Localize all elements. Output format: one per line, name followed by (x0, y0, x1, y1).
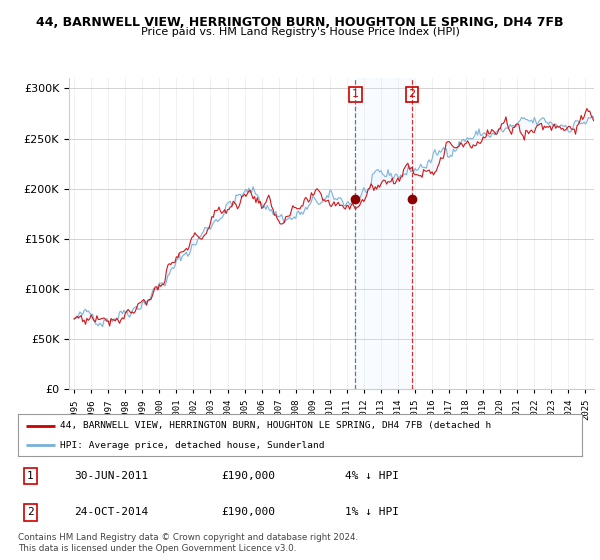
Text: 1% ↓ HPI: 1% ↓ HPI (345, 507, 399, 517)
Text: This data is licensed under the Open Government Licence v3.0.: This data is licensed under the Open Gov… (18, 544, 296, 553)
Text: 24-OCT-2014: 24-OCT-2014 (74, 507, 149, 517)
Text: 30-JUN-2011: 30-JUN-2011 (74, 471, 149, 481)
Text: 1: 1 (352, 89, 359, 99)
Text: Price paid vs. HM Land Registry's House Price Index (HPI): Price paid vs. HM Land Registry's House … (140, 27, 460, 37)
Text: 2: 2 (409, 89, 416, 99)
Text: 2: 2 (27, 507, 34, 517)
Text: 1: 1 (27, 471, 34, 481)
Text: 44, BARNWELL VIEW, HERRINGTON BURN, HOUGHTON LE SPRING, DH4 7FB: 44, BARNWELL VIEW, HERRINGTON BURN, HOUG… (36, 16, 564, 29)
Text: 4% ↓ HPI: 4% ↓ HPI (345, 471, 399, 481)
Text: Contains HM Land Registry data © Crown copyright and database right 2024.: Contains HM Land Registry data © Crown c… (18, 533, 358, 542)
Text: £190,000: £190,000 (221, 507, 275, 517)
Text: £190,000: £190,000 (221, 471, 275, 481)
Bar (355, 78, 412, 389)
Text: 44, BARNWELL VIEW, HERRINGTON BURN, HOUGHTON LE SPRING, DH4 7FB (detached h: 44, BARNWELL VIEW, HERRINGTON BURN, HOUG… (60, 421, 491, 430)
Text: HPI: Average price, detached house, Sunderland: HPI: Average price, detached house, Sund… (60, 441, 325, 450)
